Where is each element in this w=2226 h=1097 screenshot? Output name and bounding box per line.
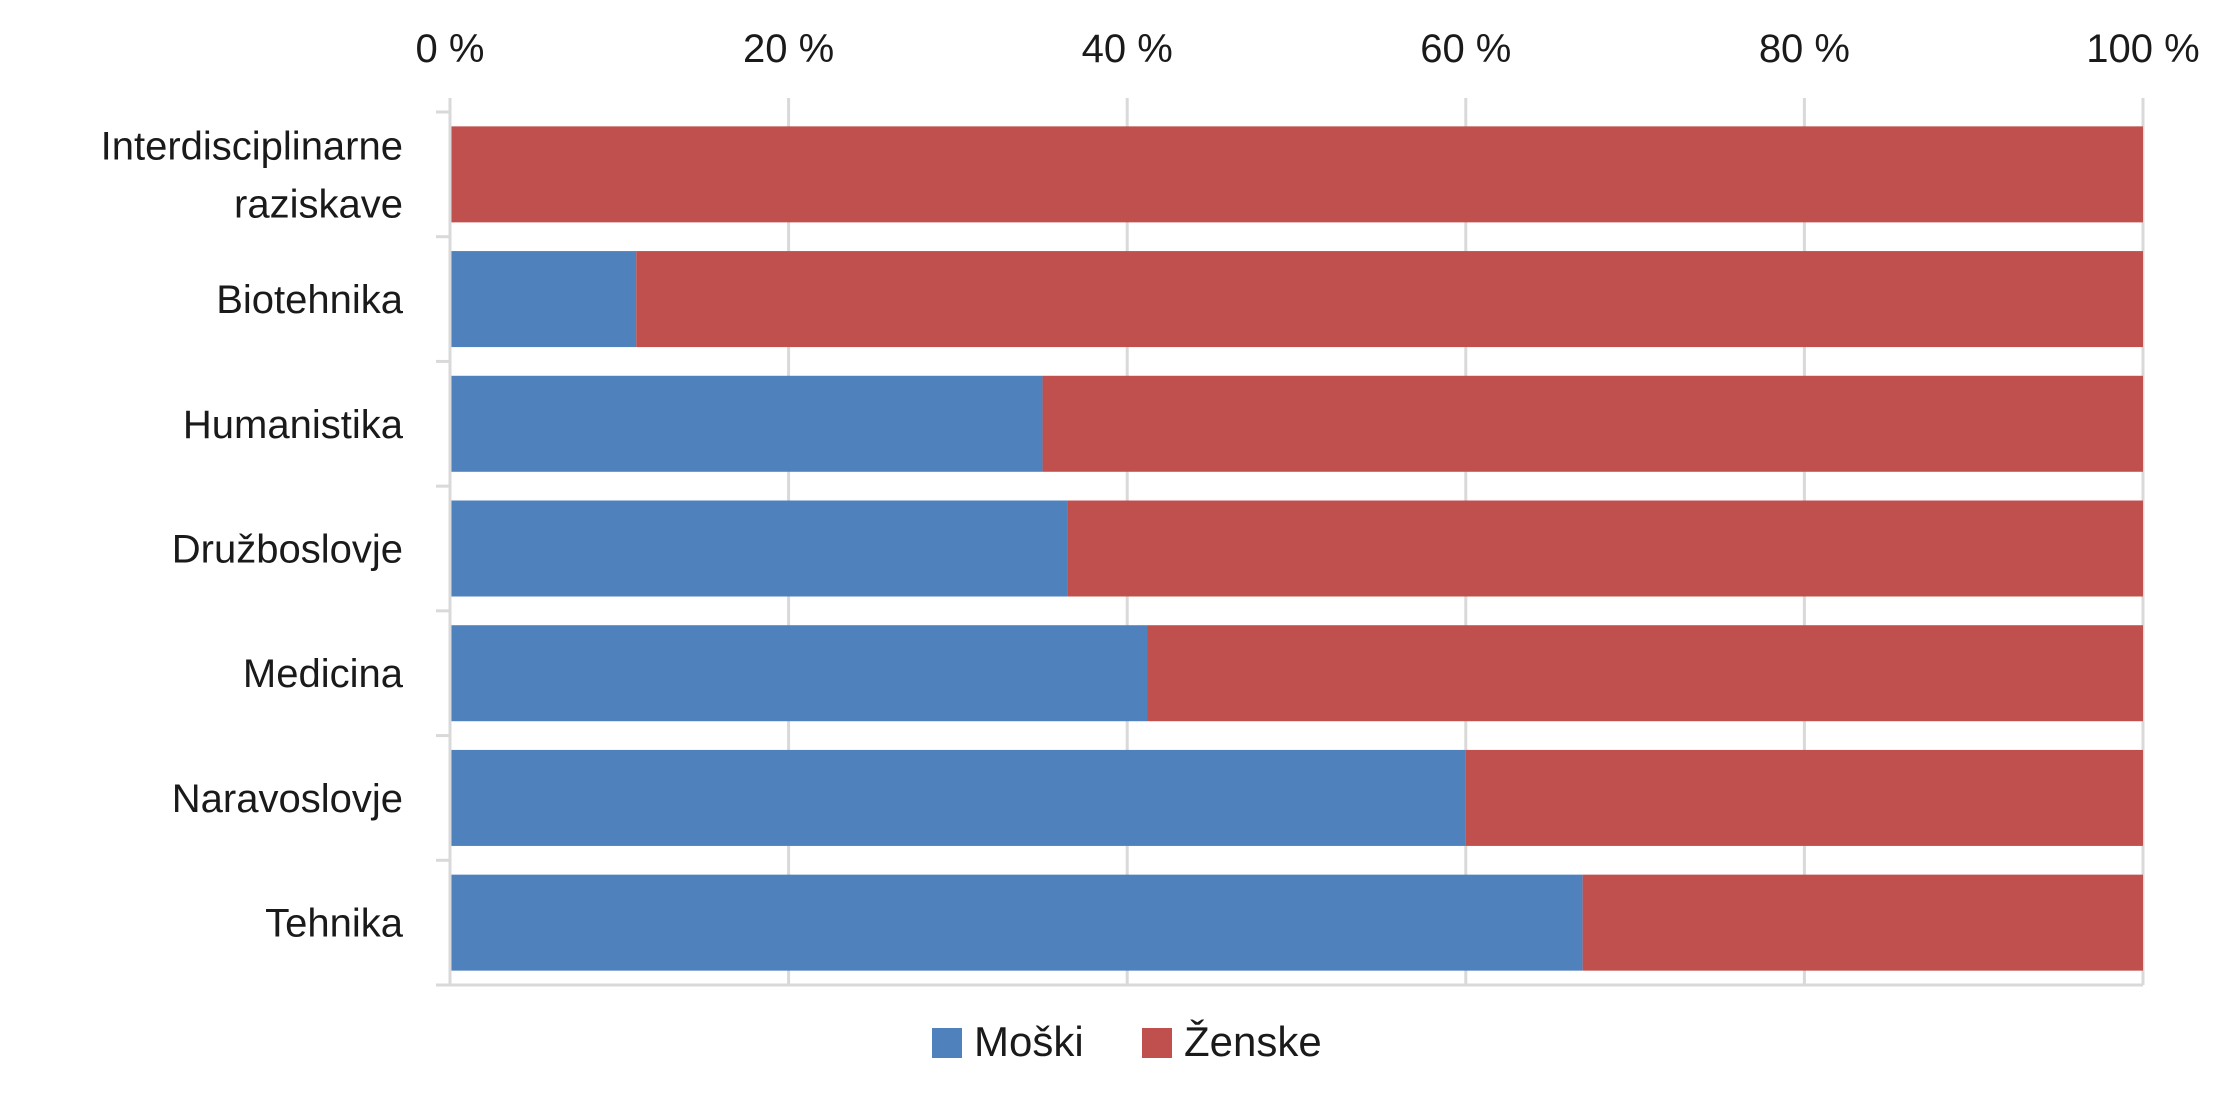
bar-zenske: [1067, 500, 2143, 597]
legend: Moški Ženske: [932, 1018, 1322, 1065]
bar-moski: [450, 375, 1043, 472]
x-tick-label: 100 %: [2086, 27, 2199, 71]
x-tick-label: 20 %: [743, 27, 834, 71]
bar-moski: [450, 625, 1148, 722]
y-tick-label: Humanistika: [183, 403, 404, 447]
y-tick-label: Interdisciplinarne: [101, 124, 403, 168]
bar-moski: [450, 251, 637, 348]
bar-zenske: [636, 251, 2143, 348]
x-tick-label: 80 %: [1759, 27, 1850, 71]
x-tick-label: 40 %: [1082, 27, 1173, 71]
y-tick-label: Družboslovje: [172, 528, 403, 572]
bar-zenske: [1465, 749, 2143, 846]
x-tick-labels: 0 % 20 % 40 % 60 % 80 % 100 %: [416, 27, 2200, 71]
bar-zenske: [1582, 874, 2143, 971]
legend-label: Ženske: [1184, 1018, 1322, 1065]
legend-label: Moški: [974, 1018, 1084, 1065]
legend-swatch: [1142, 1028, 1172, 1058]
bar-zenske: [1147, 625, 2143, 722]
bar-moski: [450, 749, 1466, 846]
axes: [436, 98, 2143, 987]
bar-moski: [450, 500, 1068, 597]
y-tick-label: raziskave: [234, 182, 403, 226]
y-tick-labels: Interdisciplinarne raziskave Biotehnika Hum…: [101, 124, 404, 945]
x-tick-label: 60 %: [1420, 27, 1511, 71]
bar-zenske: [450, 126, 2143, 223]
y-tick-label: Naravoslovje: [172, 777, 403, 821]
x-tick-label: 0 %: [416, 27, 485, 71]
y-tick-label: Tehnika: [265, 902, 404, 946]
y-tick-label: Medicina: [243, 652, 404, 696]
bars: [450, 126, 2143, 971]
legend-swatch: [932, 1028, 962, 1058]
y-tick-label: Biotehnika: [216, 278, 404, 322]
bar-moski: [450, 874, 1583, 971]
bar-zenske: [1042, 375, 2143, 472]
